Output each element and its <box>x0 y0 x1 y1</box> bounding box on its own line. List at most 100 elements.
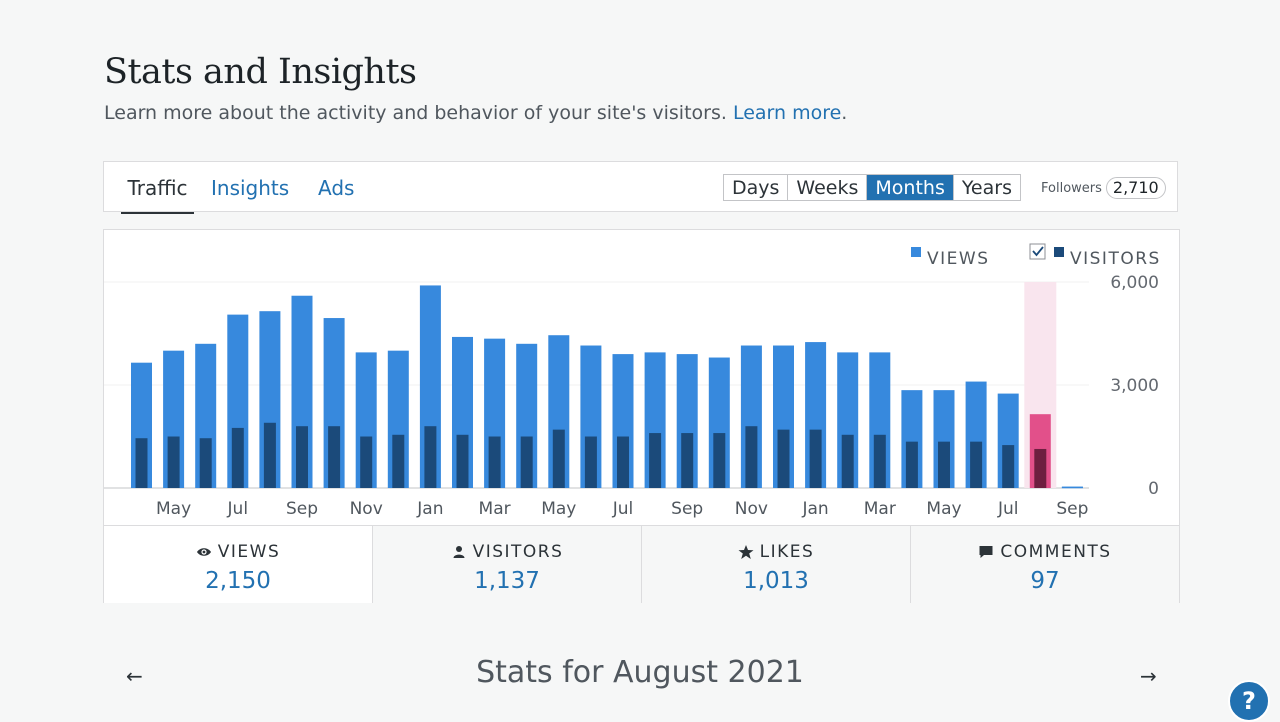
summary-tabs: VIEWS 2,150 VISITORS 1,137 LIKES 1,013 <box>104 525 1179 603</box>
learn-more-link[interactable]: Learn more <box>732 102 842 124</box>
visitors-bar[interactable] <box>938 441 950 488</box>
help-button[interactable]: ? <box>1228 680 1270 722</box>
traffic-chart[interactable]: VIEWS VISITORS May Jul Sep Nov Jan Mar May Jul S… <box>104 230 1179 525</box>
legend-visitors-label: VISITORS <box>1070 249 1161 269</box>
summary-visitors[interactable]: VISITORS 1,137 <box>372 526 641 603</box>
previous-period-arrow[interactable]: ← <box>126 664 143 688</box>
visitors-bar[interactable] <box>681 433 694 488</box>
visitors-bar[interactable] <box>424 426 437 488</box>
visitors-bar[interactable] <box>1034 448 1047 488</box>
followers-label: Followers <box>1041 180 1102 196</box>
visitors-bar[interactable] <box>1002 445 1015 488</box>
bar-group[interactable] <box>580 345 602 489</box>
check-icon <box>1032 246 1044 257</box>
x-axis-label: Sep <box>286 499 318 519</box>
visitors-bar[interactable] <box>296 426 308 488</box>
visitors-bar[interactable] <box>777 429 790 488</box>
bar-group[interactable] <box>131 362 152 488</box>
period-days[interactable]: Days <box>724 175 789 200</box>
bar-group[interactable] <box>419 285 441 488</box>
x-axis-label: Jul <box>227 499 249 519</box>
summary-views[interactable]: VIEWS 2,150 <box>104 526 372 603</box>
y-axis-label: 3,000 <box>1110 376 1159 396</box>
bar-group[interactable] <box>773 345 794 488</box>
bar-group[interactable] <box>548 335 570 488</box>
visitors-bar[interactable] <box>970 441 983 488</box>
bar-group[interactable] <box>965 381 987 488</box>
visitors-bar[interactable] <box>809 429 822 488</box>
visitors-bar[interactable] <box>263 422 276 488</box>
x-axis-label: Sep <box>671 499 703 519</box>
bar-group[interactable] <box>259 311 281 488</box>
y-axis-label: 6,000 <box>1110 273 1159 293</box>
visitors-bar[interactable] <box>552 429 565 488</box>
visitors-bar[interactable] <box>745 426 758 488</box>
summary-comments-value: 97 <box>1030 568 1060 594</box>
x-axis-label: Nov <box>350 499 383 519</box>
next-period-arrow[interactable]: → <box>1140 664 1157 688</box>
summary-likes[interactable]: LIKES 1,013 <box>641 526 910 603</box>
x-axis-label: Nov <box>735 499 768 519</box>
visitors-bar[interactable] <box>841 434 854 488</box>
visitors-bar[interactable] <box>520 436 533 489</box>
star-icon <box>738 545 754 559</box>
period-weeks[interactable]: Weeks <box>788 175 868 200</box>
period-months[interactable]: Months <box>867 175 954 200</box>
legend-visitors-checkbox[interactable] <box>1029 243 1046 260</box>
summary-comments[interactable]: COMMENTS 97 <box>910 526 1179 603</box>
x-axis-label: Jul <box>997 499 1019 519</box>
bar-group[interactable] <box>740 345 762 488</box>
bar-group[interactable] <box>195 343 217 488</box>
subtitle-period: . <box>841 102 848 124</box>
x-axis-label: May <box>926 499 961 519</box>
x-axis-label: May <box>541 499 576 519</box>
bar-group[interactable] <box>452 336 473 488</box>
visitors-bar[interactable] <box>328 426 341 488</box>
bar-group[interactable] <box>1029 414 1051 488</box>
stats-period-heading: Stats for August 2021 <box>476 655 804 690</box>
followers-count: 2,710 <box>1105 177 1166 199</box>
legend-views-swatch <box>911 247 921 257</box>
bar-group[interactable] <box>805 342 827 488</box>
visitors-bar[interactable] <box>905 441 918 488</box>
bar-group[interactable] <box>387 350 409 488</box>
visitors-bar[interactable] <box>199 438 212 488</box>
visitors-bar[interactable] <box>360 436 373 489</box>
bar-group[interactable] <box>323 318 345 488</box>
bar-group[interactable] <box>644 352 666 488</box>
bar-group[interactable] <box>901 390 923 488</box>
tab-traffic[interactable]: Traffic <box>121 162 194 214</box>
visitors-bar[interactable] <box>135 438 148 488</box>
visitors-bar[interactable] <box>713 433 726 488</box>
x-axis-label: Sep <box>1056 499 1088 519</box>
comment-icon <box>979 546 993 558</box>
followers-badge[interactable]: Followers 2,710 <box>1041 177 1166 199</box>
visitors-bar[interactable] <box>488 436 501 489</box>
visitors-bar[interactable] <box>392 434 405 488</box>
x-axis-label: Jan <box>416 499 443 519</box>
bar-group[interactable] <box>869 352 891 488</box>
bar-group[interactable] <box>484 338 506 489</box>
visitors-bar[interactable] <box>649 433 662 488</box>
visitors-bar[interactable] <box>617 436 629 489</box>
bar-group[interactable] <box>355 352 377 489</box>
bar-group[interactable] <box>676 354 698 488</box>
bar-group[interactable] <box>612 354 634 489</box>
bar-group[interactable] <box>837 352 859 488</box>
bar-group[interactable] <box>516 343 538 489</box>
visitors-bar[interactable] <box>873 434 886 488</box>
period-years[interactable]: Years <box>961 177 1012 199</box>
subtitle-text: Learn more about the activity and behavi… <box>104 102 727 124</box>
bar-group[interactable] <box>163 350 185 489</box>
bar-group[interactable] <box>997 393 1019 488</box>
bar-group[interactable] <box>291 295 313 488</box>
bar-group[interactable] <box>227 314 249 488</box>
bar-group[interactable] <box>933 390 955 488</box>
visitors-bar[interactable] <box>456 434 469 488</box>
tab-ads[interactable]: Ads <box>318 176 355 200</box>
bar-group[interactable] <box>708 357 730 488</box>
visitors-bar[interactable] <box>584 436 597 489</box>
visitors-bar[interactable] <box>231 427 244 488</box>
tab-insights[interactable]: Insights <box>211 176 290 200</box>
visitors-bar[interactable] <box>167 436 180 489</box>
